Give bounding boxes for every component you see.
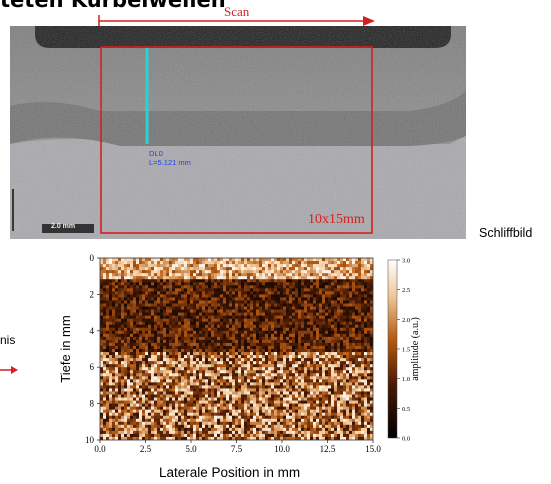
scalebar-label: 2.0 mm (51, 223, 76, 230)
y-tick-label: 8 (90, 399, 95, 409)
x-tick-label: 5.0 (185, 444, 197, 454)
measurement-label: DL0 L=5.121 mm (149, 149, 191, 167)
colorbar-label: amplitude (a.u.) (410, 317, 421, 381)
colorbar-tick-label: 3.0 (402, 258, 410, 265)
arrow-right-icon (0, 366, 18, 374)
schliffbild-label: Schliffbild (479, 226, 533, 240)
scale-bar (42, 224, 94, 233)
x-axis: 0.0 2.5 5.0 7.5 10.0 12.5 15.0 (94, 440, 381, 454)
colorbar-tick-label: 2.5 (402, 287, 410, 294)
y-tick-label: 4 (90, 326, 95, 336)
y-tick-label: 2 (90, 289, 95, 299)
heatmap-cells (100, 258, 373, 440)
x-tick-label: 2.5 (140, 444, 152, 454)
y-axis-label: Tiefe in mm (58, 315, 73, 382)
y-tick-label: 10 (85, 435, 95, 445)
bscan-heatmap-chart: 0.0 2.5 5.0 7.5 10.0 12.5 15.0 0 2 4 6 8 10 0.0 0.5 1… (58, 253, 421, 454)
scan-arrow (98, 15, 375, 27)
y-tick-label: 0 (90, 253, 95, 263)
micrograph-image: DL0 L=5.121 mm 2.0 mm 10x15mm (10, 26, 466, 239)
y-axis: 0 2 4 6 8 10 (85, 253, 100, 445)
x-axis-label: Laterale Position in mm (159, 465, 301, 480)
colorbar-axis: 0.0 0.5 1.0 1.5 2.0 2.5 3.0 (397, 258, 410, 443)
colorbar (387, 259, 398, 439)
x-tick-label: 7.5 (231, 444, 243, 454)
x-tick-label: 15.0 (365, 444, 381, 454)
colorbar-tick-label: 0.5 (402, 406, 410, 413)
colorbar-tick-label: 1.0 (402, 376, 410, 383)
page-title: teten Kurbelwellen (0, 0, 226, 12)
colorbar-tick-label: 0.0 (402, 436, 410, 443)
x-tick-label: 0.0 (94, 444, 106, 454)
x-tick-label: 10.0 (274, 444, 290, 454)
colorbar-tick-label: 2.0 (402, 317, 410, 324)
ergebnis-label: nis (0, 333, 16, 347)
scan-label: Scan (224, 4, 250, 19)
roi-label: 10x15mm (308, 212, 365, 227)
x-tick-label: 12.5 (320, 444, 336, 454)
colorbar-tick-label: 1.5 (402, 347, 410, 354)
roi-rectangle (100, 46, 373, 234)
y-tick-label: 6 (90, 362, 95, 372)
